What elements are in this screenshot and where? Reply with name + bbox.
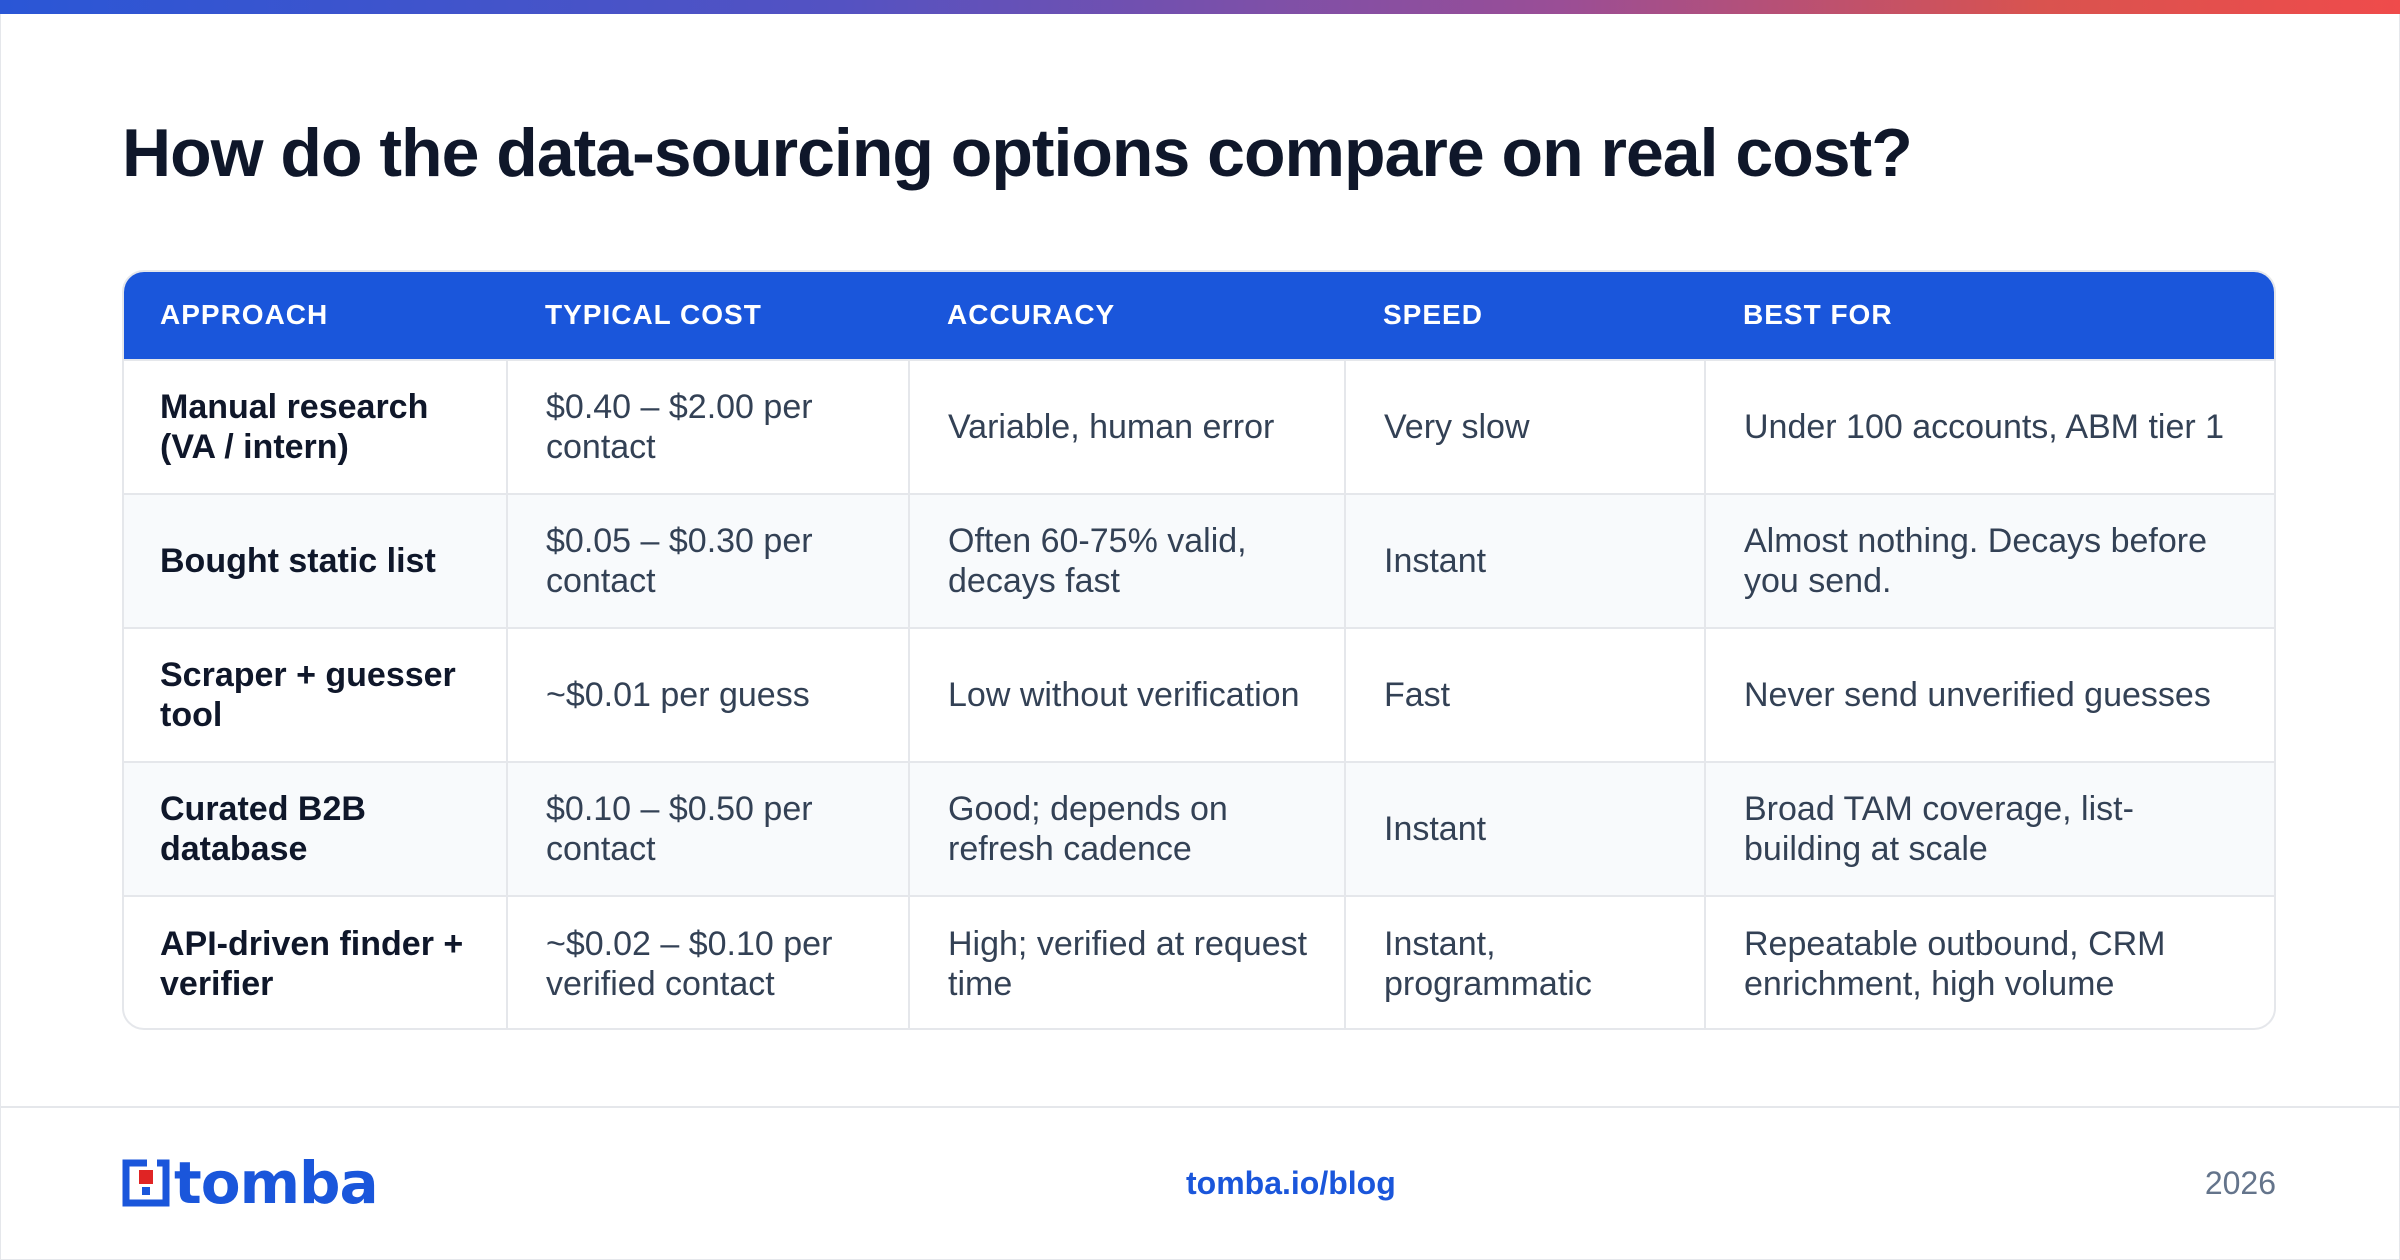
cell-approach: API-driven finder + verifier bbox=[124, 895, 507, 1028]
page-title: How do the data-sourcing options compare… bbox=[122, 115, 1913, 191]
tomba-logo-icon bbox=[122, 1159, 170, 1207]
header-accuracy: ACCURACY bbox=[947, 298, 1116, 330]
header-typical-cost: TYPICAL COST bbox=[545, 298, 762, 330]
footer-divider bbox=[0, 1106, 2400, 1108]
comparison-table-card: APPROACH TYPICAL COST ACCURACY SPEED BES… bbox=[122, 270, 2276, 1030]
logo-text: tomba bbox=[174, 1149, 379, 1217]
table-row: Scraper + guesser tool ~$0.01 per guess … bbox=[124, 627, 2274, 762]
cell-best-for: Almost nothing. Decays before you send. bbox=[1704, 493, 2274, 628]
cell-approach: Bought static list bbox=[124, 493, 507, 628]
cell-approach: Scraper + guesser tool bbox=[124, 627, 507, 762]
cell-speed: Instant bbox=[1344, 493, 1705, 628]
cell-speed: Instant, programmatic bbox=[1344, 895, 1705, 1028]
cell-accuracy: Low without verification bbox=[908, 627, 1345, 762]
cell-typical-cost: $0.40 – $2.00 per contact bbox=[506, 359, 909, 494]
blog-link[interactable]: tomba.io/blog bbox=[1186, 1165, 1396, 1201]
cell-best-for: Never send unverified guesses bbox=[1704, 627, 2274, 762]
table-row: Bought static list $0.05 – $0.30 per con… bbox=[124, 493, 2274, 628]
table-header-row: APPROACH TYPICAL COST ACCURACY SPEED BES… bbox=[124, 272, 2274, 360]
cell-typical-cost: $0.05 – $0.30 per contact bbox=[506, 493, 909, 628]
cell-approach: Manual research (VA / intern) bbox=[124, 359, 507, 494]
header-approach: APPROACH bbox=[160, 298, 329, 330]
table-row: API-driven finder + verifier ~$0.02 – $0… bbox=[124, 895, 2274, 1028]
cell-best-for: Repeatable outbound, CRM enrichment, hig… bbox=[1704, 895, 2274, 1028]
comparison-table: APPROACH TYPICAL COST ACCURACY SPEED BES… bbox=[124, 272, 2274, 1028]
table-row: Curated B2B database $0.10 – $0.50 per c… bbox=[124, 761, 2274, 896]
cell-typical-cost: $0.10 – $0.50 per contact bbox=[506, 761, 909, 896]
cell-best-for: Broad TAM coverage, list-building at sca… bbox=[1704, 761, 2274, 896]
cell-accuracy: Variable, human error bbox=[908, 359, 1345, 494]
cell-accuracy: Often 60-75% valid, decays fast bbox=[908, 493, 1345, 628]
cell-best-for: Under 100 accounts, ABM tier 1 bbox=[1704, 359, 2274, 494]
table-row: Manual research (VA / intern) $0.40 – $2… bbox=[124, 359, 2274, 494]
tomba-logo[interactable]: tomba bbox=[122, 1149, 379, 1217]
cell-approach: Curated B2B database bbox=[124, 761, 507, 896]
cell-speed: Instant bbox=[1344, 761, 1705, 896]
cell-speed: Very slow bbox=[1344, 359, 1705, 494]
cell-accuracy: Good; depends on refresh cadence bbox=[908, 761, 1345, 896]
cell-speed: Fast bbox=[1344, 627, 1705, 762]
footer-year: 2026 bbox=[2204, 1165, 2276, 1201]
header-best-for: BEST FOR bbox=[1743, 298, 1893, 330]
cell-accuracy: High; verified at request time bbox=[908, 895, 1345, 1028]
cell-typical-cost: ~$0.02 – $0.10 per verified contact bbox=[506, 895, 909, 1028]
top-gradient-bar bbox=[0, 0, 2400, 14]
header-speed: SPEED bbox=[1383, 298, 1483, 330]
cell-typical-cost: ~$0.01 per guess bbox=[506, 627, 909, 762]
